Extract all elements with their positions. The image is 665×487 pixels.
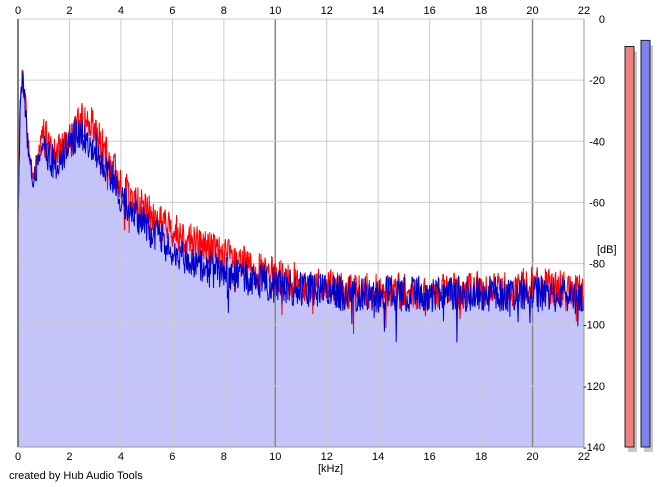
- level-meters: [624, 39, 653, 453]
- level-meter-red: [624, 46, 635, 448]
- x-tick-label-bottom: 10: [269, 451, 281, 463]
- y-tick-label: -100: [583, 320, 605, 332]
- x-tick-label-bottom: 18: [475, 451, 487, 463]
- x-tick-label-bottom: 4: [118, 451, 124, 463]
- x-tick-label-top: 22: [578, 5, 590, 17]
- y-tick-label: -60: [589, 197, 605, 209]
- x-tick-label-bottom: 14: [372, 451, 384, 463]
- x-tick-label-bottom: 22: [578, 451, 590, 463]
- x-tick-label-top: 0: [15, 5, 21, 17]
- y-tick-label: 0: [599, 14, 605, 26]
- x-tick-label-top: 6: [169, 5, 175, 17]
- x-tick-label-top: 16: [424, 5, 436, 17]
- chart-axes: [17, 19, 585, 448]
- x-tick-labels-bottom: 0 2 4 6 8 10 12 14 16 18 20 22: [15, 451, 590, 463]
- x-tick-label-bottom: 12: [321, 451, 333, 463]
- x-tick-label-top: 2: [66, 5, 72, 17]
- level-meter-blue: [640, 39, 651, 448]
- y-tick-label: -140: [583, 442, 605, 454]
- x-tick-label-bottom: 8: [221, 451, 227, 463]
- x-axis-label: [kHz]: [318, 463, 343, 475]
- x-tick-label-bottom: 2: [66, 451, 72, 463]
- x-tick-label-bottom: 0: [15, 451, 21, 463]
- y-tick-label: -20: [589, 75, 605, 87]
- y-tick-label: -80: [589, 259, 605, 271]
- series-layer: [17, 69, 585, 343]
- y-tick-label: -120: [583, 381, 605, 393]
- y-tick-labels: 0 -20 -40 -60 -80 -100 -120 -140: [583, 14, 605, 454]
- x-tick-label-top: 10: [269, 5, 281, 17]
- x-tick-label-top: 8: [221, 5, 227, 17]
- x-tick-label-top: 4: [118, 5, 124, 17]
- x-tick-label-top: 14: [372, 5, 384, 17]
- y-axis-label: [dB]: [597, 244, 617, 256]
- spectrum-fill: [18, 69, 584, 448]
- x-tick-label-bottom: 6: [169, 451, 175, 463]
- spectrum-fill-area: [18, 69, 584, 448]
- credit-text: created by Hub Audio Tools: [9, 470, 143, 482]
- x-tick-label-top: 20: [526, 5, 538, 17]
- x-tick-label-top: 18: [475, 5, 487, 17]
- x-tick-label-top: 12: [321, 5, 333, 17]
- series-blue-line: [17, 72, 585, 343]
- x-tick-labels-top: 0 2 4 6 8 10 12 14 16 18 20 22: [15, 5, 590, 17]
- x-tick-label-bottom: 16: [424, 451, 436, 463]
- x-tick-label-bottom: 20: [526, 451, 538, 463]
- y-tick-label: -40: [589, 136, 605, 148]
